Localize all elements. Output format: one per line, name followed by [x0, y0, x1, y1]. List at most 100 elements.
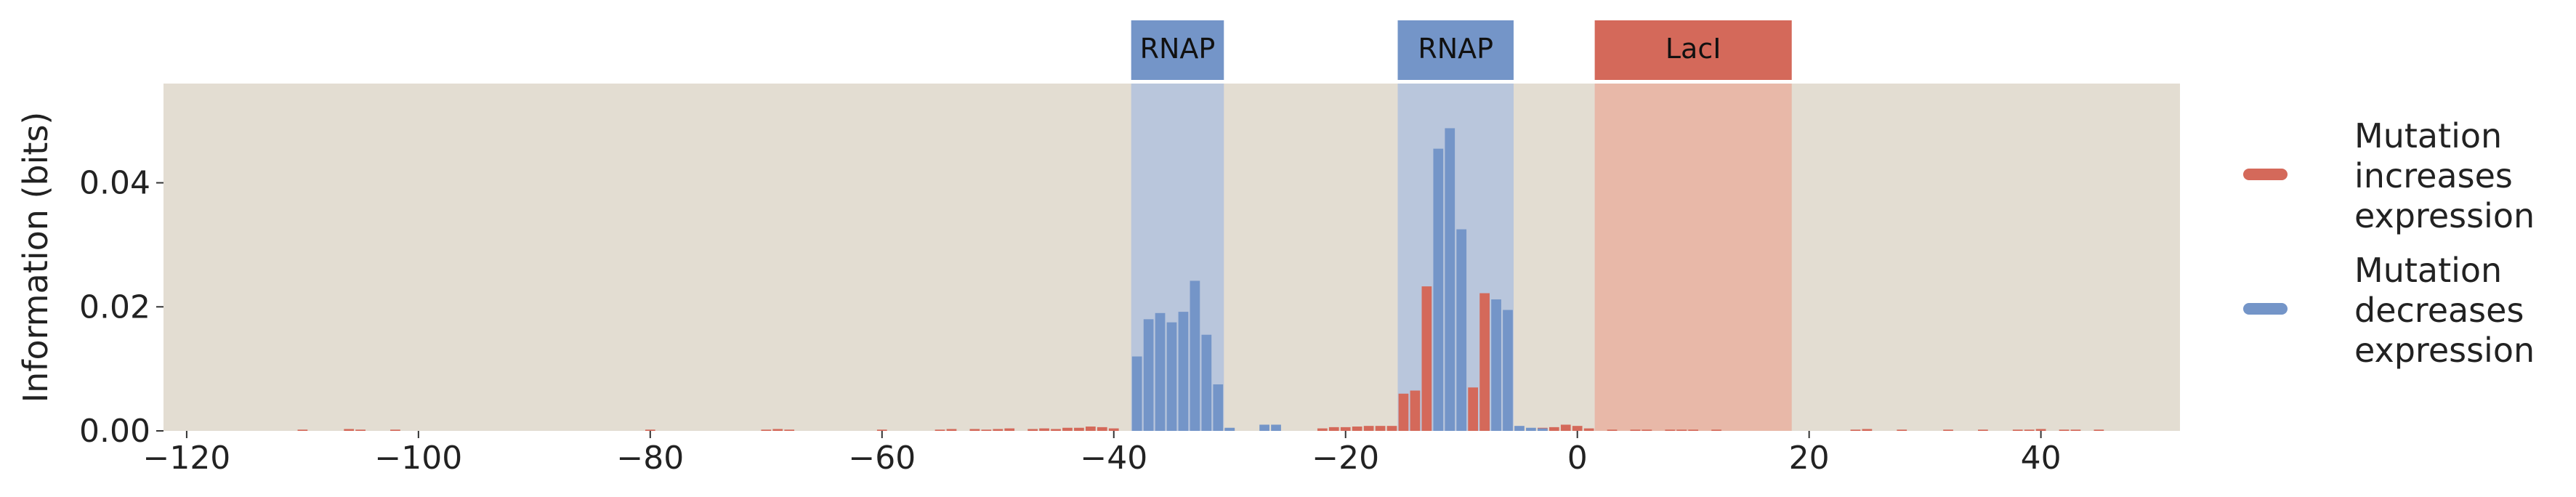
x-tick-label-5: −20 — [1312, 440, 1379, 477]
x-tick-label-0: −120 — [142, 440, 230, 477]
bar-increase-32 — [1943, 429, 1953, 431]
x-tick-label-7: 20 — [1789, 440, 1830, 477]
bar-increase--46 — [1039, 428, 1049, 431]
x-tick-label-1: −100 — [374, 440, 462, 477]
bar-increase--51 — [981, 429, 992, 431]
bar-increase-12 — [1711, 429, 1721, 431]
x-axis: −120 −100 −80 −60 −40 −20 0 20 40 — [142, 431, 2062, 477]
y-tick-label-1: 0.02 — [79, 288, 150, 326]
legend-text-decrease-1: decreases — [2354, 291, 2524, 330]
regions-layer: RNAP RNAP LacI — [1131, 20, 1792, 431]
bar-increase--49 — [1004, 428, 1015, 431]
bar-decrease--31 — [1213, 384, 1224, 431]
bar-increase--41 — [1097, 427, 1107, 431]
bar-increase--55 — [934, 429, 945, 431]
legend-text-decrease-0: Mutation — [2354, 251, 2502, 290]
bar-increase--17 — [1375, 426, 1386, 431]
y-axis-label: Information (bits) — [16, 112, 55, 403]
bar-increase--69 — [772, 429, 783, 431]
legend-text-increase-2: expression — [2354, 196, 2535, 235]
bar-increase--50 — [993, 429, 1004, 431]
bar-decrease--11 — [1445, 128, 1455, 431]
bar-increase--110 — [297, 429, 308, 431]
bar-increase-40 — [2035, 429, 2046, 431]
bar-decrease--35 — [1166, 322, 1177, 431]
region-box-0 — [1131, 20, 1224, 80]
bar-increase--21 — [1328, 427, 1339, 431]
bar-increase-42 — [2059, 429, 2070, 431]
bar-decrease--4 — [1526, 427, 1536, 431]
bar-increase--54 — [946, 429, 957, 431]
bar-increase--70 — [761, 429, 772, 431]
bar-increase--13 — [1421, 286, 1432, 431]
region-label-2: LacI — [1665, 33, 1721, 65]
bar-increase-43 — [2070, 429, 2081, 431]
bar-increase--47 — [1027, 429, 1038, 431]
bar-increase--102 — [390, 429, 400, 431]
bar-increase--68 — [784, 429, 795, 431]
bar-increase--1 — [1560, 424, 1571, 431]
bar-increase--8 — [1479, 293, 1490, 431]
bar-increase--9 — [1468, 387, 1479, 431]
bar-increase--14 — [1410, 390, 1421, 431]
bar-decrease--33 — [1190, 280, 1200, 431]
bar-increase--19 — [1352, 427, 1362, 431]
region-box-2 — [1594, 20, 1792, 80]
bar-increase--2 — [1549, 427, 1559, 431]
bar-increase--16 — [1386, 426, 1397, 431]
bar-decrease--37 — [1143, 319, 1154, 431]
bar-increase-38 — [2012, 429, 2023, 431]
x-tick-label-4: −40 — [1080, 440, 1147, 477]
bar-increase-39 — [2024, 429, 2035, 431]
bar-increase-8 — [1665, 429, 1676, 431]
x-tick-label-2: −80 — [616, 440, 684, 477]
legend-text-increase-1: increases — [2354, 156, 2513, 195]
bar-decrease--10 — [1456, 229, 1467, 431]
bar-increase--22 — [1317, 428, 1328, 431]
bar-increase-3 — [1607, 429, 1618, 431]
bar-increase-10 — [1688, 429, 1699, 431]
y-tick-label-0: 0.00 — [79, 413, 150, 450]
legend-text-increase-0: Mutation — [2354, 116, 2502, 155]
bar-decrease--32 — [1201, 334, 1212, 431]
bar-increase-0 — [1572, 426, 1583, 431]
bar-increase-1 — [1583, 428, 1594, 431]
bar-increase--44 — [1062, 427, 1073, 431]
bar-increase--106 — [344, 429, 355, 431]
legend: MutationincreasesexpressionMutationdecre… — [2243, 116, 2535, 370]
bar-decrease--26 — [1271, 424, 1281, 431]
bar-increase--18 — [1363, 426, 1374, 431]
bar-increase-5 — [1630, 429, 1641, 431]
bar-decrease--38 — [1131, 356, 1142, 431]
bar-decrease--7 — [1491, 299, 1501, 431]
bar-decrease--3 — [1537, 428, 1548, 431]
y-axis: 0.00 0.02 0.04 — [79, 165, 163, 450]
x-tick-label-8: 40 — [2021, 440, 2062, 477]
bar-decrease--34 — [1178, 312, 1189, 431]
x-tick-label-3: −60 — [848, 440, 916, 477]
region-label-0: RNAP — [1140, 33, 1216, 65]
bar-increase-45 — [2093, 429, 2104, 431]
x-tick-label-6: 0 — [1567, 440, 1588, 477]
bar-increase-9 — [1676, 429, 1687, 431]
legend-text-decrease-2: expression — [2354, 331, 2535, 370]
bar-increase--43 — [1074, 427, 1084, 431]
bar-decrease--30 — [1224, 427, 1235, 431]
bar-increase-35 — [1978, 429, 1988, 431]
y-tick-label-2: 0.04 — [79, 165, 150, 202]
bar-increase--45 — [1051, 429, 1061, 431]
bar-decrease--36 — [1155, 312, 1166, 431]
bars-layer — [297, 128, 2104, 431]
region-label-1: RNAP — [1418, 33, 1493, 65]
bar-increase-25 — [1862, 429, 1873, 431]
bar-increase--40 — [1108, 428, 1119, 431]
bar-increase--15 — [1398, 393, 1409, 431]
region-box-1 — [1397, 20, 1514, 80]
bar-increase-24 — [1850, 429, 1861, 431]
bar-increase-28 — [1897, 429, 1907, 431]
bar-decrease--6 — [1503, 310, 1513, 431]
bar-increase--80 — [645, 429, 655, 431]
region-shade-2 — [1594, 84, 1792, 431]
bar-increase--60 — [876, 429, 887, 431]
